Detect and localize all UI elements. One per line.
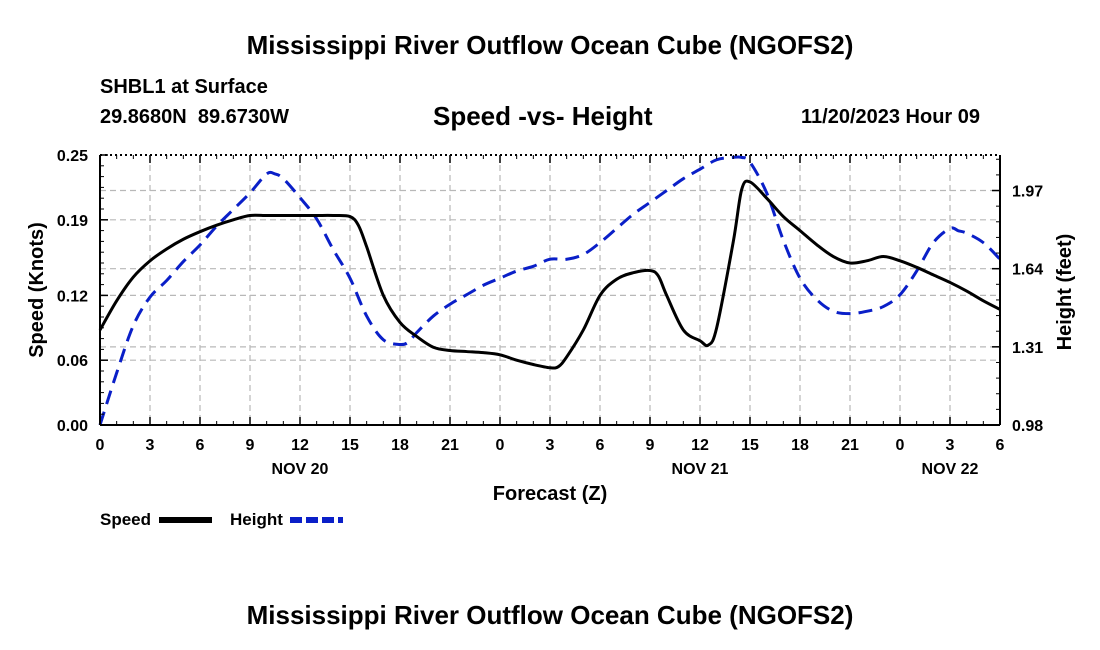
x-tick-label: 15 <box>741 437 759 454</box>
x-tick-label: 6 <box>596 437 605 454</box>
x-tick-label: 6 <box>196 437 205 454</box>
date-label: NOV 20 <box>272 461 329 478</box>
y-tick-label: 0.00 <box>57 418 88 435</box>
x-tick-label: 6 <box>996 437 1005 454</box>
x-tick-label: 3 <box>146 437 155 454</box>
station-label: SHBL1 at Surface <box>100 76 268 98</box>
x-tick-label: 3 <box>546 437 555 454</box>
y2-tick-label: 1.97 <box>1012 184 1043 201</box>
x-tick-label: 12 <box>291 437 309 454</box>
date-label: NOV 21 <box>672 461 729 478</box>
label-layer: 0 3 6 9 12 15 18 21 0 3 6 9 12 15 18 21 0 3 6 0.00 0.06 0.12 0… <box>26 148 1076 505</box>
series-layer <box>98 155 1002 426</box>
y-tick-label: 0.19 <box>57 213 88 230</box>
y2-axis-label: Height (feet) <box>1054 234 1076 351</box>
legend-label-height: Height <box>230 510 283 529</box>
chart-subtitle: Speed -vs- Height <box>433 101 653 131</box>
speed-series-line <box>98 179 1001 370</box>
x-tick-label: 18 <box>391 437 409 454</box>
legend-label-speed: Speed <box>100 510 151 529</box>
date-label: NOV 22 <box>922 461 979 478</box>
x-tick-label: 3 <box>946 437 955 454</box>
x-tick-label: 0 <box>496 437 505 454</box>
y2-tick-label: 0.98 <box>1012 418 1043 435</box>
x-tick-label: 18 <box>791 437 809 454</box>
x-tick-label: 12 <box>691 437 709 454</box>
x-tick-label: 9 <box>246 437 255 454</box>
y-axis-label: Speed (Knots) <box>26 222 48 358</box>
y2-tick-label: 1.64 <box>1012 262 1043 279</box>
x-tick-label: 0 <box>96 437 105 454</box>
x-tick-label: 15 <box>341 437 359 454</box>
y2-tick-label: 1.31 <box>1012 340 1043 357</box>
chart-main-title: Mississippi River Outflow Ocean Cube (NG… <box>246 30 854 60</box>
x-tick-label: 9 <box>646 437 655 454</box>
coordinates-label: 29.8680N 89.6730W <box>100 106 290 128</box>
legend-layer: Speed Height <box>100 510 343 529</box>
grid-layer <box>100 155 1000 425</box>
x-tick-label: 21 <box>441 437 459 454</box>
axis-layer <box>99 154 1001 426</box>
y-tick-label: 0.12 <box>57 288 88 305</box>
y-tick-label: 0.06 <box>57 353 88 370</box>
x-tick-label: 21 <box>841 437 859 454</box>
y-tick-label: 0.25 <box>57 148 88 165</box>
x-tick-label: 0 <box>896 437 905 454</box>
x-axis-label: Forecast (Z) <box>493 483 607 505</box>
height-series-line <box>98 155 1002 426</box>
footer-title: Mississippi River Outflow Ocean Cube (NG… <box>246 600 854 630</box>
forecast-timestamp: 11/20/2023 Hour 09 <box>801 106 981 128</box>
